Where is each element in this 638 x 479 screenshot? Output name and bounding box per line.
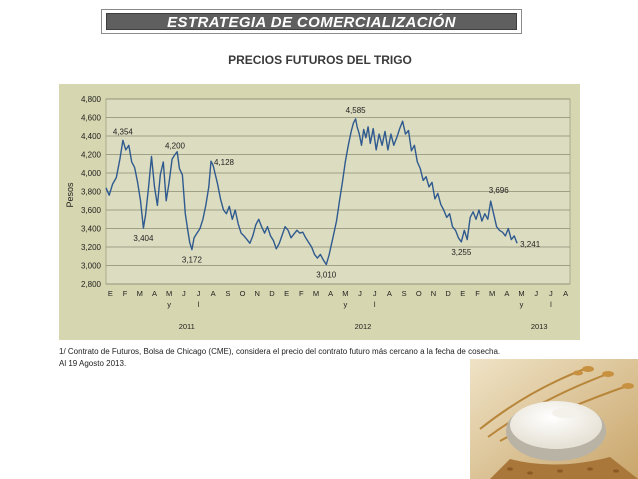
x-tick-label: A (328, 289, 333, 298)
x-tick-label: M (137, 289, 143, 298)
x-tick-label: S (402, 289, 407, 298)
section-title-bar: ESTRATEGIA DE COMERCIALIZACIÓN (101, 9, 522, 34)
price-series-line (105, 118, 518, 266)
x-tick-label: F (475, 289, 480, 298)
x-tick-label: E (108, 289, 113, 298)
y-tick-label: 3,800 (81, 188, 102, 197)
data-label: 4,354 (113, 127, 134, 136)
footnote: 1/ Contrato de Futuros, Bolsa de Chicago… (59, 346, 579, 370)
x-tick-label: M (342, 289, 348, 298)
y-tick-label: 4,800 (81, 95, 102, 104)
y-tick-label: 3,200 (81, 243, 102, 252)
x-tick-label: F (123, 289, 128, 298)
chart-title: PRECIOS FUTUROS DEL TRIGO (228, 53, 412, 67)
data-label: 3,241 (520, 240, 541, 249)
x-tick-label: A (563, 289, 568, 298)
x-tick-label: M (313, 289, 319, 298)
x-tick-label: J (373, 289, 377, 298)
x-tick-label: y (343, 300, 347, 309)
x-tick-label: M (518, 289, 524, 298)
x-tick-label: l (550, 300, 552, 309)
data-label: 4,128 (214, 158, 235, 167)
year-label: 2011 (179, 322, 195, 331)
year-label: 2012 (355, 322, 372, 331)
y-tick-label: 2,800 (81, 280, 102, 289)
data-label: 3,255 (451, 248, 472, 257)
x-tick-label: J (182, 289, 186, 298)
y-tick-label: 4,600 (81, 114, 102, 123)
y-tick-label: 4,200 (81, 151, 102, 160)
x-tick-label: A (152, 289, 157, 298)
x-tick-label: F (299, 289, 304, 298)
x-tick-label: M (489, 289, 495, 298)
y-tick-label: 4,000 (81, 169, 102, 178)
x-tick-label: E (460, 289, 465, 298)
x-tick-label: O (240, 289, 246, 298)
x-tick-label: J (549, 289, 553, 298)
x-tick-label: J (534, 289, 538, 298)
data-label: 3,404 (133, 234, 154, 243)
y-tick-label: 4,400 (81, 132, 102, 141)
y-tick-label: 3,600 (81, 206, 102, 215)
x-tick-label: y (520, 300, 524, 309)
x-tick-label: N (255, 289, 260, 298)
y-tick-label: 3,000 (81, 262, 102, 271)
x-tick-label: N (431, 289, 436, 298)
data-label: 3,696 (489, 186, 510, 195)
x-tick-label: J (197, 289, 201, 298)
year-label: 2013 (531, 322, 548, 331)
x-tick-label: D (269, 289, 275, 298)
footnote-source: 1/ Contrato de Futuros, Bolsa de Chicago… (59, 347, 501, 356)
footnote-date: Al 19 Agosto 2013. (59, 359, 127, 368)
data-label: 3,172 (182, 256, 203, 265)
data-label: 4,200 (165, 142, 186, 151)
x-tick-label: l (198, 300, 200, 309)
x-tick-label: M (166, 289, 172, 298)
x-tick-label: D (445, 289, 451, 298)
x-tick-label: l (374, 300, 376, 309)
wheat-flour-bowl-photo (470, 359, 638, 479)
x-tick-label: S (225, 289, 230, 298)
data-label: 3,010 (316, 271, 337, 280)
x-tick-label: y (167, 300, 171, 309)
x-tick-label: A (504, 289, 509, 298)
data-label: 4,585 (346, 106, 367, 115)
x-tick-label: A (211, 289, 216, 298)
x-tick-label: A (387, 289, 392, 298)
section-title-band: ESTRATEGIA DE COMERCIALIZACIÓN (106, 13, 517, 31)
y-tick-label: 3,400 (81, 225, 102, 234)
x-tick-label: O (416, 289, 422, 298)
section-title: ESTRATEGIA DE COMERCIALIZACIÓN (167, 14, 456, 31)
y-axis-label: Pesos (65, 182, 75, 208)
x-tick-label: J (358, 289, 362, 298)
x-tick-label: E (284, 289, 289, 298)
